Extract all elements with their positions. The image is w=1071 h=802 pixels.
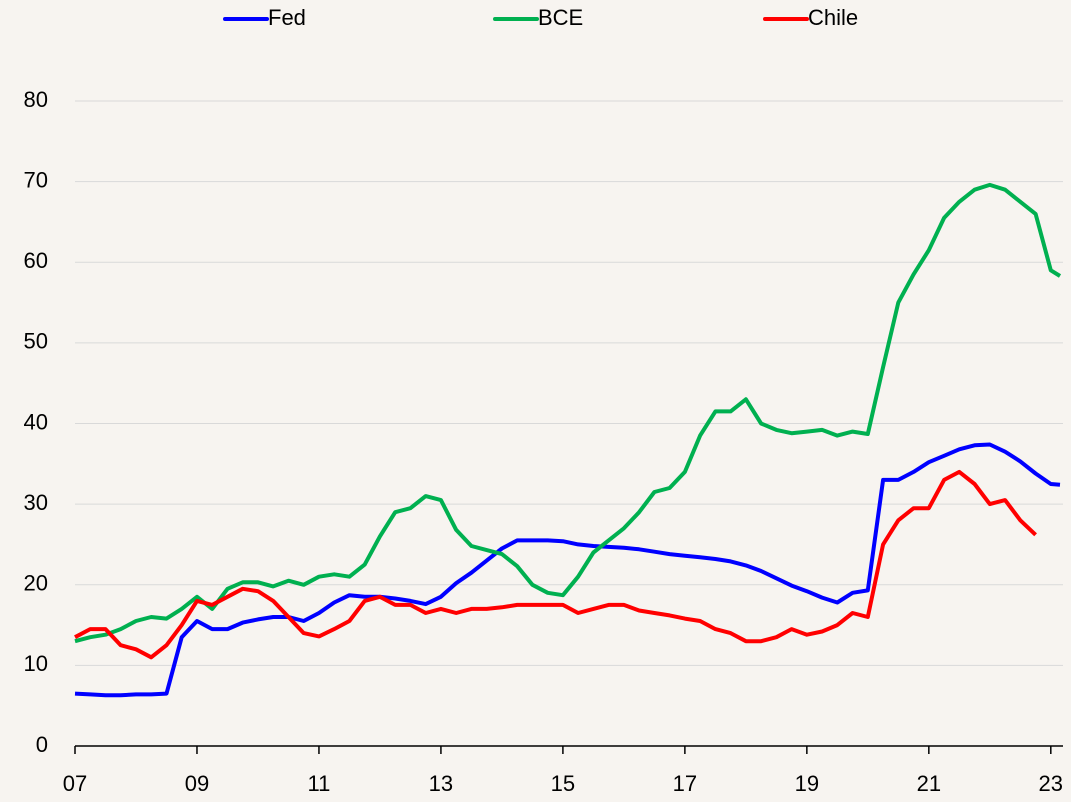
x-tick-label: 07 [63, 771, 87, 796]
y-tick-label: 50 [24, 329, 48, 354]
x-tick-label: 11 [308, 771, 331, 796]
x-tick-label: 09 [185, 771, 209, 796]
y-tick-label: 20 [24, 571, 48, 596]
y-tick-label: 40 [24, 409, 48, 434]
y-tick-label: 30 [24, 490, 48, 515]
x-tick-label: 19 [795, 771, 819, 796]
x-tick-label: 15 [551, 771, 575, 796]
series-line [74, 182, 1062, 644]
y-tick-label: 80 [24, 87, 48, 112]
y-tick-label: 0 [36, 732, 48, 757]
x-tick-label: 21 [917, 771, 941, 796]
series-line [74, 442, 1061, 698]
legend-label: Chile [808, 5, 858, 30]
series-line [74, 469, 1037, 660]
x-tick-label: 23 [1039, 771, 1063, 796]
y-tick-label: 70 [24, 167, 48, 192]
legend-label: BCE [538, 5, 583, 30]
legend-label: Fed [268, 5, 306, 30]
y-tick-label: 60 [24, 248, 48, 273]
y-tick-label: 10 [24, 651, 48, 676]
x-tick-label: 17 [673, 771, 697, 796]
x-tick-label: 13 [429, 771, 453, 796]
